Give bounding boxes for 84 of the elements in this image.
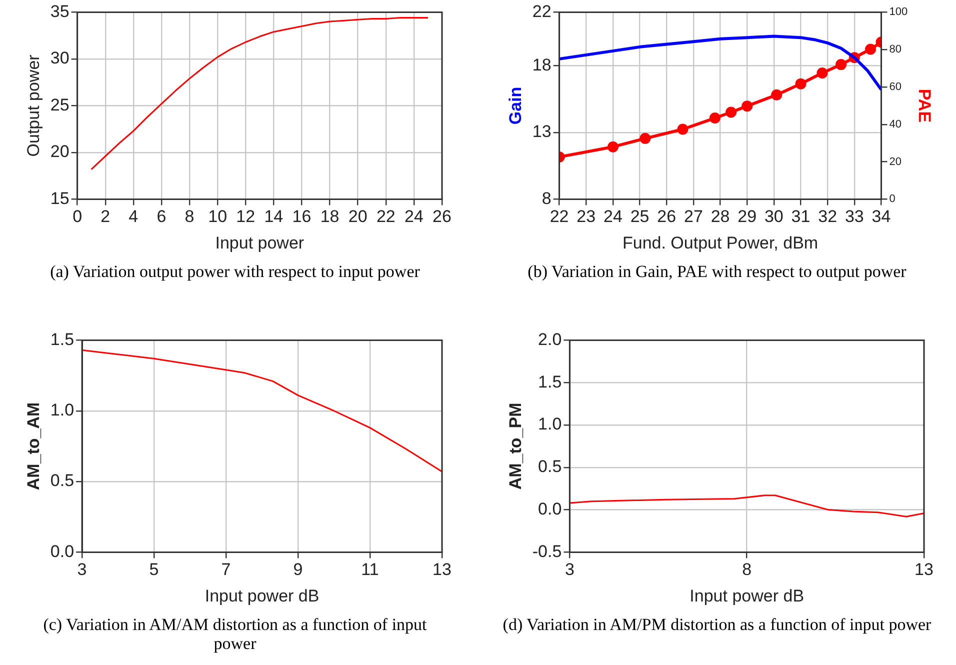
point bbox=[742, 100, 753, 112]
y-axis-title: Gain bbox=[506, 86, 525, 125]
x-tick-label: 13 bbox=[914, 560, 934, 580]
y-tick-label: 1.0 bbox=[538, 414, 562, 434]
text: (d) Variation in AM/PM distortion as a function of input power bbox=[502, 615, 932, 634]
y-tick-label: 22 bbox=[532, 2, 552, 21]
point bbox=[640, 132, 651, 144]
point bbox=[677, 124, 688, 135]
y-tick-label: 1.5 bbox=[538, 372, 562, 392]
x-tick-label: 5 bbox=[149, 560, 159, 580]
x-tick-label: 31 bbox=[791, 207, 810, 226]
x-tick-label: 30 bbox=[764, 207, 784, 226]
x-tick-label: 6 bbox=[156, 207, 166, 226]
y-tick-label: -0.5 bbox=[532, 542, 562, 561]
y-axis-title: Output power bbox=[24, 54, 43, 157]
x-axis-title: Fund. Output Power, dBm bbox=[622, 233, 818, 252]
point bbox=[816, 67, 828, 78]
x-tick-label: 33 bbox=[844, 207, 864, 226]
x-tick-label: 13 bbox=[432, 560, 452, 580]
y-tick-label: 1.0 bbox=[50, 400, 74, 420]
x-tick-label: 32 bbox=[818, 207, 838, 226]
y-tick-label: 35 bbox=[50, 2, 70, 21]
y-tick-label: 0.5 bbox=[50, 471, 74, 490]
y2-axis-title: PAE bbox=[915, 88, 934, 123]
y-tick-label: 0.0 bbox=[50, 542, 74, 561]
x-tick-label: 34 bbox=[872, 207, 891, 226]
x-tick-label: 7 bbox=[221, 560, 231, 580]
x-tick-label: 8 bbox=[184, 207, 194, 226]
point bbox=[607, 141, 618, 152]
x-tick-label: 26 bbox=[432, 207, 452, 226]
y-tick-label: 1.5 bbox=[50, 330, 74, 349]
x-tick-label: 4 bbox=[128, 207, 138, 226]
x-tick-label: 29 bbox=[738, 207, 757, 226]
y-tick-label: 20 bbox=[50, 142, 70, 162]
y-tick-label: 13 bbox=[532, 122, 552, 142]
x-tick-label: 3 bbox=[564, 560, 574, 580]
x-axis-title: Input power dB bbox=[204, 586, 320, 606]
text: (a) Variation output power with respect to input power bbox=[49, 262, 421, 281]
x-tick-label: 24 bbox=[604, 207, 622, 226]
x-axis-title: Input power dB bbox=[690, 586, 804, 606]
y-tick-label: 18 bbox=[532, 55, 552, 74]
x-tick-label: 24 bbox=[404, 207, 424, 226]
x-tick-label: 28 bbox=[710, 207, 730, 226]
point bbox=[795, 78, 806, 90]
x-tick-label: 8 bbox=[742, 560, 752, 580]
x-tick-label: 3 bbox=[77, 560, 87, 580]
y2-tick-label: 80 bbox=[889, 44, 902, 56]
x-tick-label: 12 bbox=[236, 207, 256, 226]
y-tick-label: 30 bbox=[50, 48, 70, 68]
x-tick-label: 26 bbox=[657, 207, 676, 226]
x-tick-label: 0 bbox=[72, 207, 82, 226]
text: (c) Variation in AM/AM distortion as a function of input power bbox=[42, 615, 428, 653]
x-axis-title: Input power bbox=[215, 233, 304, 252]
x-tick-label: 16 bbox=[292, 207, 312, 226]
x-tick-label: 2 bbox=[100, 207, 110, 226]
point bbox=[726, 106, 737, 118]
y-tick-label: 8 bbox=[542, 188, 552, 208]
y2-tick-label: 20 bbox=[889, 156, 902, 168]
y-axis-title: AM_to_AM bbox=[24, 402, 43, 490]
y-tick-label: 15 bbox=[50, 188, 70, 208]
y-tick-label: 2.0 bbox=[538, 330, 562, 349]
y-tick-label: 25 bbox=[50, 95, 70, 114]
point bbox=[771, 89, 782, 100]
y-axis-title: AM_to_PM bbox=[506, 402, 525, 490]
y2-tick-label: 40 bbox=[889, 118, 902, 130]
x-tick-label: 14 bbox=[264, 207, 284, 226]
y-tick-label: 0.0 bbox=[538, 499, 562, 518]
x-tick-label: 11 bbox=[361, 560, 379, 580]
y2-tick-label: 0 bbox=[889, 193, 896, 206]
point bbox=[865, 44, 876, 55]
x-tick-label: 20 bbox=[348, 207, 368, 226]
x-tick-label: 27 bbox=[684, 207, 703, 226]
x-tick-label: 9 bbox=[293, 560, 303, 580]
point bbox=[709, 112, 720, 124]
x-tick-label: 25 bbox=[630, 207, 650, 226]
x-tick-label: 18 bbox=[320, 207, 340, 226]
point bbox=[836, 59, 847, 70]
x-tick-label: 22 bbox=[376, 207, 396, 226]
y2-tick-label: 100 bbox=[889, 6, 908, 18]
text: (b) Variation in Gain, PAE with respect to output power bbox=[526, 262, 908, 281]
y-tick-label: 0.5 bbox=[538, 457, 562, 476]
x-tick-label: 23 bbox=[576, 207, 596, 226]
y2-tick-label: 60 bbox=[889, 81, 902, 94]
x-tick-label: 10 bbox=[208, 207, 228, 226]
